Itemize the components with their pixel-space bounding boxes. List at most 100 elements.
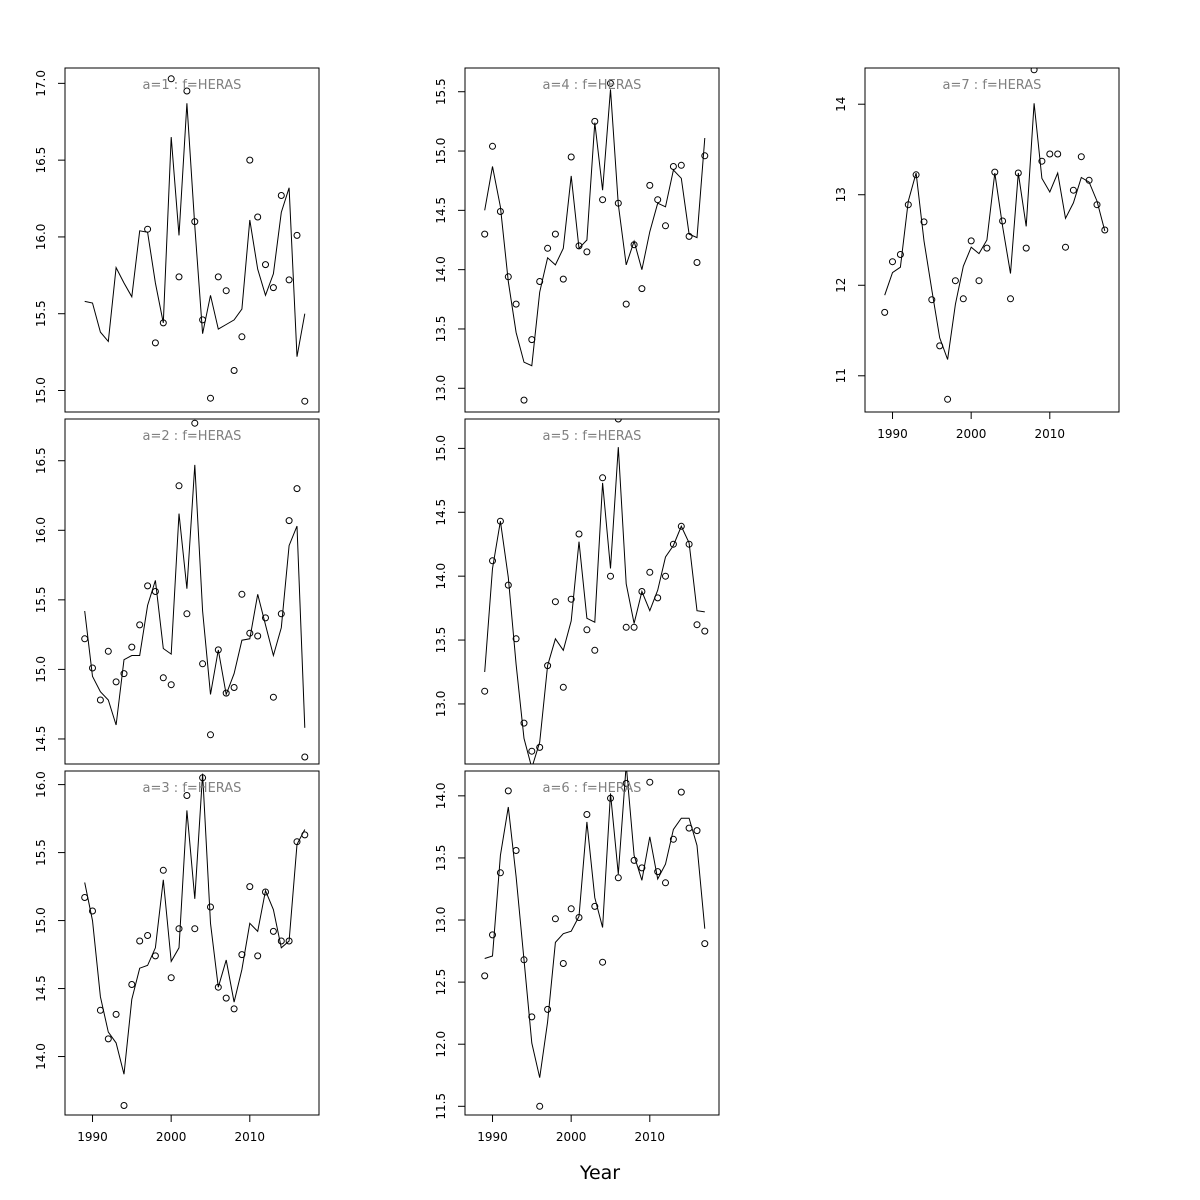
data-point bbox=[285, 517, 293, 525]
data-point bbox=[622, 300, 630, 308]
data-point bbox=[896, 251, 904, 258]
data-point bbox=[504, 787, 512, 795]
panels: 15.0 15.5 16.0 16.5 17.0 a=1 : f=HERAS 14.5 15.… bbox=[34, 67, 1120, 1144]
y-tick-label: 15.0 bbox=[34, 907, 48, 934]
data-point bbox=[983, 244, 991, 252]
y-tick-label: 15.0 bbox=[434, 138, 448, 165]
x-tick-label: 1990 bbox=[877, 427, 908, 441]
panel-title: a=1 : f=HERAS bbox=[143, 78, 242, 93]
panel-title: a=4 : f=HERAS bbox=[543, 78, 642, 93]
data-point bbox=[559, 960, 567, 967]
data-point bbox=[1030, 68, 1038, 74]
data-point bbox=[677, 522, 685, 530]
data-point bbox=[614, 419, 622, 423]
panel-title: a=5 : f=HERAS bbox=[543, 429, 642, 444]
data-point bbox=[951, 277, 959, 285]
plot-frame bbox=[64, 418, 320, 765]
y-tick-label: 11 bbox=[834, 368, 848, 383]
data-point bbox=[191, 925, 199, 933]
data-point bbox=[254, 213, 262, 221]
data-point bbox=[559, 683, 567, 691]
y-tick-label: 15.0 bbox=[34, 377, 48, 404]
data-point bbox=[183, 610, 191, 618]
data-point bbox=[1007, 295, 1014, 303]
chart-panel-3: 14.0 14.5 15.0 15.5 16.0 1990 2000 2010 a=3 : f=… bbox=[34, 770, 320, 1144]
data-point bbox=[551, 915, 559, 923]
data-point bbox=[246, 629, 254, 637]
x-tick-label: 2000 bbox=[156, 1130, 187, 1144]
data-point bbox=[269, 284, 277, 292]
data-point bbox=[262, 614, 269, 622]
data-point bbox=[544, 1005, 552, 1013]
data-point bbox=[199, 660, 207, 668]
y-tick-label: 16.0 bbox=[34, 771, 48, 798]
data-point bbox=[230, 1005, 238, 1013]
chart-panel-5: 13.0 13.5 14.0 14.5 15.0 a=5 : f=HERAS bbox=[434, 418, 720, 765]
data-layer bbox=[481, 79, 709, 404]
data-point bbox=[551, 598, 559, 606]
y-tick-label: 14.5 bbox=[34, 726, 48, 753]
data-point bbox=[128, 981, 136, 988]
data-point bbox=[693, 827, 701, 835]
data-layer bbox=[481, 771, 709, 1110]
data-point bbox=[536, 743, 544, 751]
y-tick-label: 14.0 bbox=[434, 256, 448, 283]
data-point bbox=[481, 687, 489, 695]
data-point bbox=[222, 287, 230, 295]
data-point bbox=[1038, 157, 1046, 165]
data-point bbox=[591, 902, 599, 910]
data-point bbox=[583, 248, 591, 256]
x-tick-label: 1990 bbox=[477, 1130, 508, 1144]
data-point bbox=[262, 888, 269, 896]
chart-panel-1: 15.0 15.5 16.0 16.5 17.0 a=1 : f=HERAS bbox=[34, 67, 320, 413]
data-point bbox=[230, 684, 238, 691]
data-point bbox=[214, 273, 222, 281]
y-tick-label: 15.5 bbox=[34, 586, 48, 613]
data-point bbox=[599, 958, 607, 966]
data-layer bbox=[481, 419, 709, 764]
plot-frame bbox=[64, 67, 320, 413]
data-point bbox=[646, 778, 654, 786]
series-line bbox=[84, 103, 306, 357]
y-tick-label: 15.5 bbox=[434, 78, 448, 105]
data-point bbox=[520, 396, 528, 404]
data-point bbox=[167, 681, 175, 689]
data-point bbox=[528, 747, 536, 755]
data-point bbox=[238, 333, 246, 341]
data-point bbox=[520, 719, 528, 727]
panel-title: a=3 : f=HERAS bbox=[143, 781, 242, 796]
data-point bbox=[599, 474, 607, 482]
data-point bbox=[136, 621, 144, 629]
data-point bbox=[151, 952, 159, 960]
data-point bbox=[1077, 153, 1085, 161]
x-tick-label: 2010 bbox=[1035, 427, 1066, 441]
y-tick-label: 14.5 bbox=[434, 499, 448, 526]
data-layer bbox=[81, 773, 309, 1109]
data-point bbox=[583, 626, 591, 634]
y-tick-label: 14.5 bbox=[34, 975, 48, 1002]
data-point bbox=[175, 925, 183, 933]
y-tick-label: 15.5 bbox=[34, 839, 48, 866]
y-tick-label: 13.5 bbox=[434, 845, 448, 872]
plot-frame bbox=[464, 67, 720, 413]
data-point bbox=[301, 753, 309, 761]
chart-panel-2: 14.5 15.0 15.5 16.0 16.5 a=2 : f=HERAS bbox=[34, 418, 320, 765]
data-point bbox=[277, 192, 285, 199]
data-point bbox=[104, 1035, 112, 1043]
chart-panel-6: 11.5 12.0 12.5 13.0 13.5 14.0 1990 2000 2010 a=6 … bbox=[434, 770, 720, 1144]
data-layer bbox=[881, 68, 1109, 403]
data-point bbox=[677, 161, 685, 169]
data-point bbox=[489, 142, 496, 150]
data-point bbox=[489, 557, 496, 565]
data-point bbox=[583, 811, 591, 818]
data-point bbox=[277, 610, 285, 618]
y-tick-label: 14.5 bbox=[434, 197, 448, 224]
x-tick-label: 2010 bbox=[235, 1130, 266, 1144]
y-tick-label: 15.0 bbox=[34, 656, 48, 683]
data-point bbox=[567, 595, 575, 603]
data-point bbox=[120, 1102, 128, 1109]
data-point bbox=[136, 937, 144, 945]
data-point bbox=[246, 156, 254, 164]
plot-frame bbox=[464, 770, 720, 1116]
data-point bbox=[662, 572, 669, 580]
